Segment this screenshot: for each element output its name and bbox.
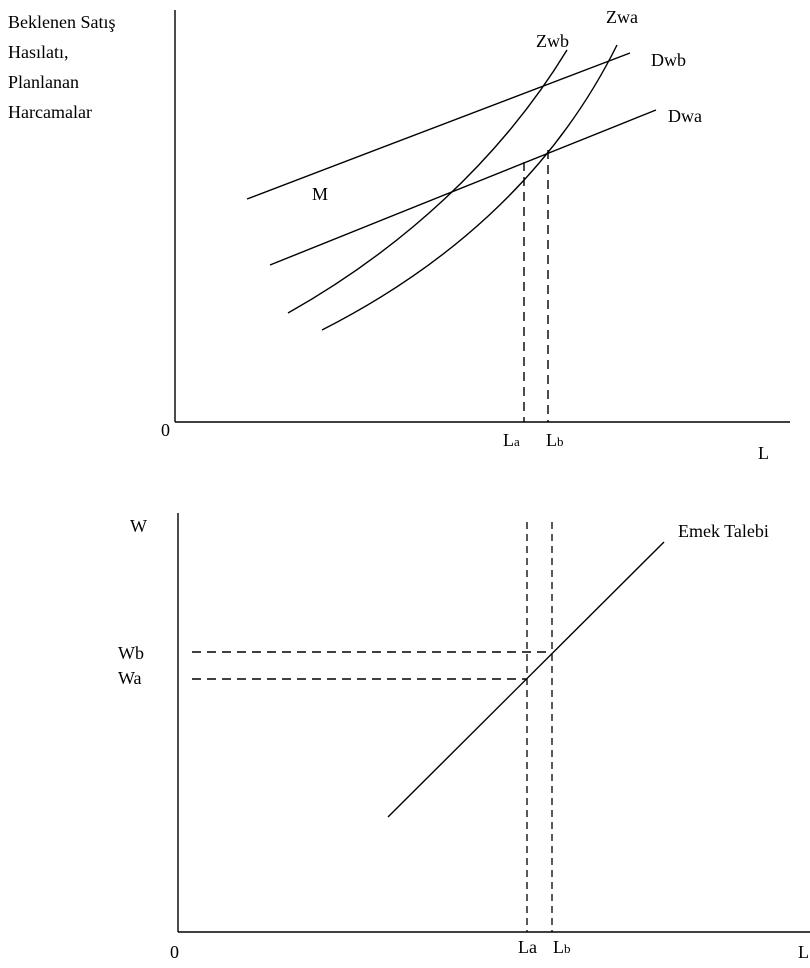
dwa-line <box>269 109 657 266</box>
top-y-axis-label-line-1: Beklenen Satış <box>8 12 115 32</box>
bottom-lb-label: Lb <box>553 937 571 957</box>
dwb-line <box>246 52 631 200</box>
top-y-axis-label-line-3: Planlanan <box>8 72 79 92</box>
m-label: M <box>312 184 328 204</box>
top-panel: Beklenen Satış Hasılatı, Planlanan Harca… <box>8 7 790 463</box>
top-y-axis-label-line-2: Hasılatı, <box>8 42 69 62</box>
dwa-label: Dwa <box>668 106 702 126</box>
wb-label: Wb <box>118 643 144 663</box>
bottom-origin-label: 0 <box>170 942 179 962</box>
bottom-x-axis-label: L <box>798 942 809 962</box>
top-x-axis-label: L <box>758 443 769 463</box>
zwa-label: Zwa <box>606 7 638 27</box>
labour-demand-line <box>387 541 665 818</box>
wa-label: Wa <box>118 668 142 688</box>
zwa-curve <box>321 44 618 331</box>
top-y-axis-label-line-4: Harcamalar <box>8 102 92 122</box>
top-origin-label: 0 <box>161 420 170 440</box>
dwb-label: Dwb <box>651 50 686 70</box>
bottom-y-axis-label: W <box>130 516 147 536</box>
zwb-curve <box>287 49 568 314</box>
bottom-la-label: La <box>518 937 537 957</box>
top-lb-label: Lb <box>546 430 564 450</box>
top-la-label: La <box>503 430 520 450</box>
zwb-label: Zwb <box>536 31 569 51</box>
bottom-panel: W 0 L Wb Wa Emek Talebi La Lb <box>118 513 810 962</box>
labour-demand-label: Emek Talebi <box>678 521 769 541</box>
